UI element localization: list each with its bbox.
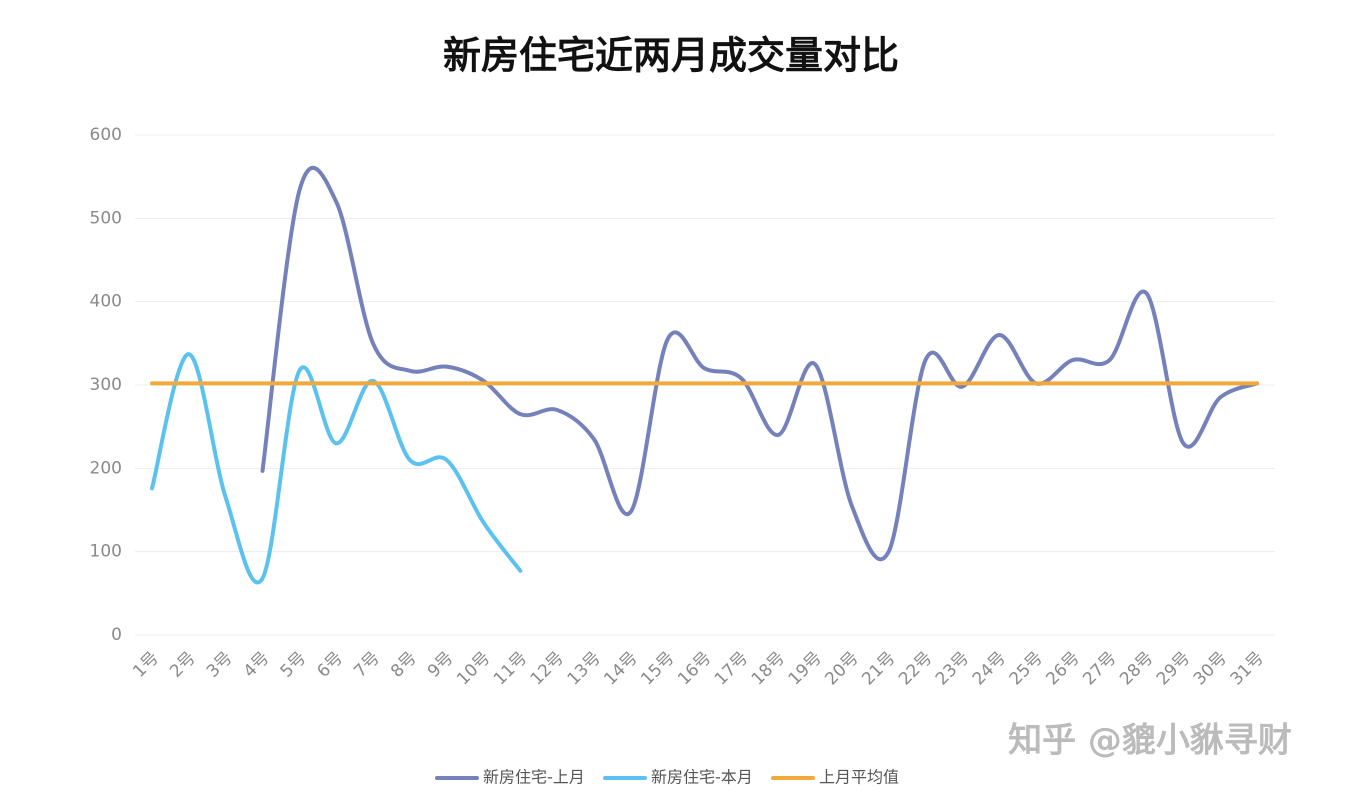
- x-tick-label: 3号: [203, 648, 237, 682]
- x-tick-label: 12号: [527, 648, 568, 689]
- y-tick-label: 0: [111, 625, 122, 645]
- x-tick-label: 13号: [564, 648, 605, 689]
- x-tick-label: 10号: [453, 648, 494, 689]
- x-tick-label: 4号: [240, 648, 274, 682]
- x-tick-label: 27号: [1079, 648, 1120, 689]
- x-tick-label: 28号: [1116, 648, 1157, 689]
- chart-title: 新房住宅近两月成交量对比: [443, 34, 899, 78]
- x-tick-label: 22号: [895, 648, 936, 689]
- x-tick-label: 15号: [637, 648, 678, 689]
- y-tick-label: 200: [90, 458, 122, 478]
- x-tick-label: 20号: [821, 648, 862, 689]
- x-tick-label: 16号: [674, 648, 715, 689]
- x-tick-label: 19号: [785, 648, 826, 689]
- y-tick-label: 400: [90, 292, 122, 312]
- y-tick-label: 300: [90, 375, 122, 395]
- y-tick-label: 100: [90, 542, 122, 562]
- x-tick-label: 11号: [490, 648, 531, 689]
- x-tick-label: 31号: [1227, 648, 1268, 689]
- series-line: [260, 165, 1259, 562]
- x-tick-label: 2号: [166, 648, 200, 682]
- x-tick-label: 8号: [387, 648, 421, 682]
- series-line: [150, 352, 523, 585]
- legend-label: 上月平均值: [819, 768, 899, 787]
- x-tick-label: 14号: [600, 648, 641, 689]
- y-tick-label: 500: [90, 208, 122, 228]
- x-tick-label: 9号: [424, 648, 458, 682]
- legend-label: 新房住宅-上月: [483, 768, 585, 787]
- watermark: 知乎 @貔小貅寻财: [1008, 721, 1292, 761]
- x-tick-label: 1号: [129, 648, 163, 682]
- x-tick-label: 25号: [1006, 648, 1047, 689]
- x-tick-label: 5号: [277, 648, 311, 682]
- y-tick-label: 600: [90, 125, 122, 145]
- x-tick-label: 18号: [748, 648, 789, 689]
- x-tick-label: 21号: [858, 648, 899, 689]
- x-tick-label: 30号: [1190, 648, 1231, 689]
- x-tick-label: 29号: [1153, 648, 1194, 689]
- legend-label: 新房住宅-本月: [651, 768, 753, 787]
- x-tick-label: 24号: [969, 648, 1010, 689]
- x-tick-label: 6号: [313, 648, 347, 682]
- x-tick-label: 7号: [350, 648, 384, 682]
- x-tick-label: 17号: [711, 648, 752, 689]
- x-tick-label: 26号: [1042, 648, 1083, 689]
- x-tick-label: 23号: [932, 648, 973, 689]
